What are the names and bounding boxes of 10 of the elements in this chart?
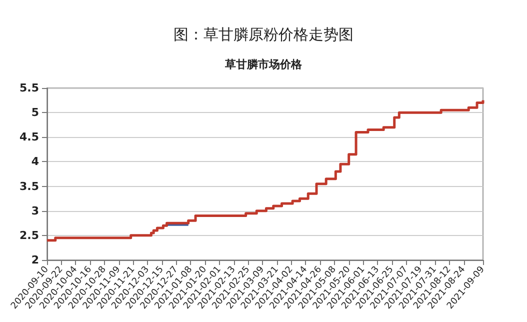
y-tick-label: 2: [31, 254, 39, 266]
chart-title: 图：草甘膦原粉价格走势图: [174, 26, 354, 44]
y-tick-label: 5: [31, 106, 39, 120]
chart-subtitle: 草甘膦市场价格: [224, 58, 303, 71]
y-tick-label: 4: [31, 155, 40, 168]
y-tick-label: 2.5: [20, 228, 39, 242]
y-tick-label: 4.5: [20, 130, 39, 144]
y-tick-label: 5.5: [20, 82, 39, 94]
y-tick-label: 3: [31, 204, 39, 218]
y-tick-label: 3.5: [20, 180, 39, 193]
